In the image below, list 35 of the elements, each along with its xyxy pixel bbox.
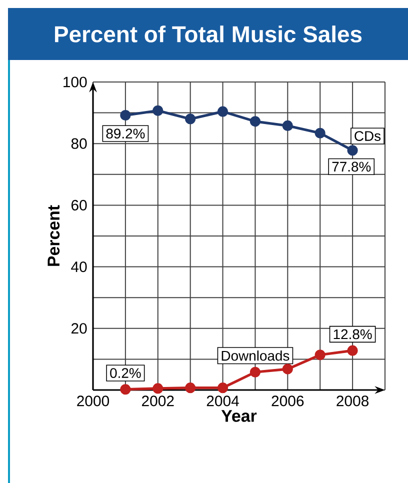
- y-axis-title: Percent: [48, 205, 60, 266]
- point: [152, 105, 164, 116]
- x-tick-label: 2006: [272, 396, 304, 406]
- x-tick-label: 2002: [142, 396, 174, 406]
- point: [282, 364, 293, 374]
- point: [185, 382, 196, 394]
- y-tick-label: 20: [71, 323, 87, 334]
- x-tick-label: 2004: [206, 396, 239, 406]
- series-label: CDs: [354, 131, 381, 141]
- point: [250, 116, 261, 127]
- point: [347, 345, 358, 356]
- point: [217, 106, 228, 117]
- point: [152, 383, 164, 394]
- point: [314, 128, 326, 138]
- y-tick-label: 60: [72, 200, 87, 210]
- data-label: 77.8%: [332, 162, 371, 172]
- x-tick-label: 2008: [336, 396, 369, 406]
- data-label: 0.2%: [110, 368, 141, 378]
- point: [314, 350, 326, 360]
- point: [250, 366, 261, 378]
- point: [217, 382, 228, 394]
- data-label: 12.8%: [334, 329, 372, 340]
- chart-title: Percent of Total Music Sales: [55, 26, 362, 42]
- x-tick-label: 2000: [77, 396, 110, 406]
- point: [120, 110, 131, 121]
- data-label: 89.2%: [106, 128, 145, 139]
- point: [185, 114, 196, 124]
- y-tick-label: 80: [71, 138, 87, 149]
- y-tick-label: 40: [71, 262, 87, 272]
- x-axis-title: Year: [221, 410, 257, 422]
- point: [347, 145, 358, 156]
- y-tick-label: 100: [64, 76, 87, 88]
- point: [120, 384, 131, 395]
- series-label: Downloads: [222, 350, 290, 361]
- point: [282, 120, 293, 132]
